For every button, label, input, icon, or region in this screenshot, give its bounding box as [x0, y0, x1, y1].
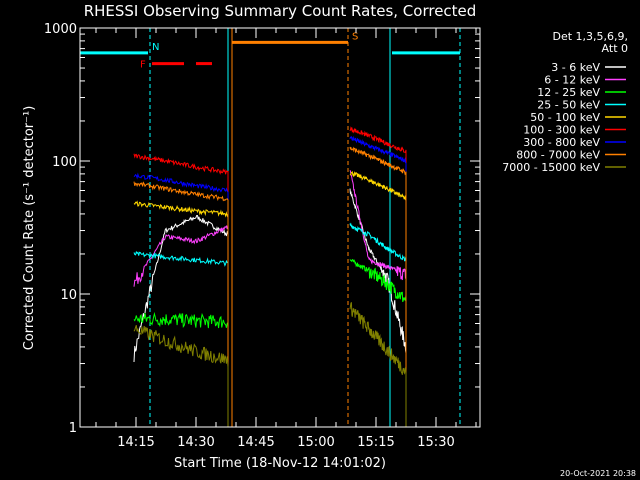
- series-line-1-0: [133, 224, 229, 427]
- series-line-4-1: [349, 170, 407, 427]
- y-axis-label: Corrected Count Rate (s⁻¹ detector⁻¹): [22, 106, 37, 351]
- y-tick-label-0: 1: [69, 421, 77, 436]
- series-layer: [133, 126, 407, 427]
- plot-frame: [79, 27, 481, 428]
- series-5: [133, 126, 407, 427]
- x-tick-label-5: 15:30: [417, 435, 454, 450]
- series-line-5-0: [133, 153, 229, 427]
- series-6: [133, 135, 407, 427]
- legend-label-2: 12 - 25 keV: [537, 86, 600, 99]
- generation-timestamp: 20-Oct-2021 20:38: [560, 469, 636, 478]
- series-line-4-0: [133, 200, 229, 427]
- series-line-2-1: [349, 259, 407, 404]
- series-line-5-1: [349, 126, 407, 427]
- legend-header-1: Att 0: [602, 42, 628, 55]
- series-line-0-0: [133, 214, 229, 427]
- legend-label-3: 25 - 50 keV: [537, 99, 600, 112]
- series-line-1-1: [349, 170, 407, 427]
- series-line-0-1: [349, 188, 407, 427]
- x-tick-label-4: 15:15: [357, 435, 394, 450]
- flag-label-N: N: [152, 42, 159, 53]
- series-7: [133, 146, 407, 427]
- axes-layer: 1 10 100 1000 14:15 14:30 14:45 15:00 15:15 15:30: [44, 22, 480, 450]
- series-line-3-1: [349, 222, 407, 427]
- legend-label-1: 6 - 12 keV: [544, 74, 600, 87]
- x-tick-label-3: 15:00: [297, 435, 334, 450]
- x-tick-label-0: 14:15: [117, 435, 154, 450]
- x-axis-label: Start Time (18-Nov-12 14:01:02): [174, 456, 386, 471]
- series-line-7-1: [349, 146, 407, 427]
- x-tick-label-2: 14:45: [237, 435, 274, 450]
- x-tick-label-1: 14:30: [177, 435, 214, 450]
- flag-label-S: S: [352, 31, 358, 42]
- series-line-6-0: [133, 172, 229, 427]
- series-2: [133, 259, 407, 427]
- series-line-8-1: [349, 302, 407, 427]
- flags-layer: N S F: [80, 31, 460, 71]
- series-line-3-0: [133, 250, 229, 427]
- y-tick-label-1: 10: [60, 288, 77, 303]
- series-line-2-0: [133, 311, 229, 427]
- series-3: [133, 222, 407, 427]
- flag-label-F: F: [140, 60, 146, 71]
- legend-label-6: 300 - 800 keV: [523, 136, 600, 149]
- chart-title: RHESSI Observing Summary Count Rates, Co…: [84, 2, 477, 20]
- legend-label-0: 3 - 6 keV: [551, 61, 600, 74]
- legend-label-5: 100 - 300 keV: [523, 124, 600, 137]
- series-8: [133, 302, 407, 427]
- legend-label-8: 7000 - 15000 keV: [502, 161, 600, 174]
- legend-label-4: 50 - 100 keV: [530, 111, 600, 124]
- series-4: [133, 170, 407, 427]
- series-line-8-0: [133, 325, 229, 427]
- series-line-7-0: [133, 181, 229, 427]
- legend-header-0: Det 1,3,5,6,9,: [552, 30, 628, 43]
- series-0: [133, 188, 407, 427]
- y-tick-label-3: 1000: [44, 22, 77, 37]
- lines-layer: [79, 28, 461, 427]
- series-line-6-1: [349, 135, 407, 427]
- y-tick-label-2: 100: [52, 155, 77, 170]
- legend-label-7: 800 - 7000 keV: [516, 149, 600, 162]
- series-1: [133, 170, 407, 427]
